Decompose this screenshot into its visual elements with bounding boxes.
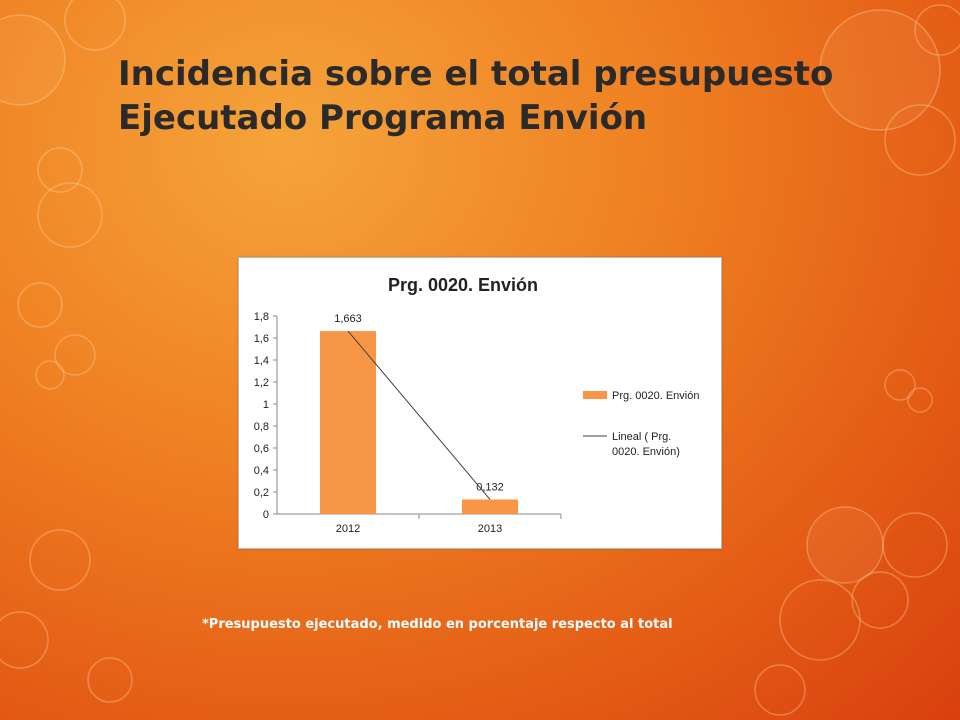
y-tick-label: 0,2 [254, 487, 269, 499]
y-tick-label: 1,8 [254, 311, 269, 323]
y-tick-label: 1 [263, 399, 269, 411]
y-tick-label: 1,6 [254, 333, 269, 345]
y-tick-label: 1,2 [254, 377, 269, 389]
data-label-2012: 1,663 [334, 313, 362, 325]
legend-label-trendline-line2: 0020. Envión) [612, 446, 680, 458]
footnote: *Presupuesto ejecutado, medido en porcen… [202, 617, 673, 632]
y-tick-label: 0,6 [254, 443, 269, 455]
chart-container: Prg. 0020. Envión 0 0,2 0,4 0,6 0,8 1 1,2 1,4 1,6… [238, 257, 722, 549]
bar-2012 [320, 331, 376, 514]
y-tick-label: 1,4 [254, 355, 269, 367]
chart-title: Prg. 0020. Envión [388, 275, 538, 295]
x-tick-label: 2013 [478, 523, 502, 535]
y-tick-label: 0 [263, 509, 269, 521]
y-tick-label: 0,8 [254, 421, 269, 433]
bar-2013 [462, 499, 518, 514]
slide-title: Incidencia sobre el total presupuesto Ej… [118, 54, 834, 138]
trendline [347, 330, 491, 500]
legend-label-trendline-line1: Lineal ( Prg. [612, 431, 671, 443]
legend-swatch-bar [583, 391, 607, 399]
bar-chart: Prg. 0020. Envión 0 0,2 0,4 0,6 0,8 1 1,2 1,4 1,6… [254, 275, 700, 535]
y-tick-label: 0,4 [254, 465, 269, 477]
legend-label-series: Prg. 0020. Envión [612, 390, 699, 402]
data-label-2013: 0,132 [476, 481, 504, 493]
x-tick-label: 2012 [336, 523, 360, 535]
